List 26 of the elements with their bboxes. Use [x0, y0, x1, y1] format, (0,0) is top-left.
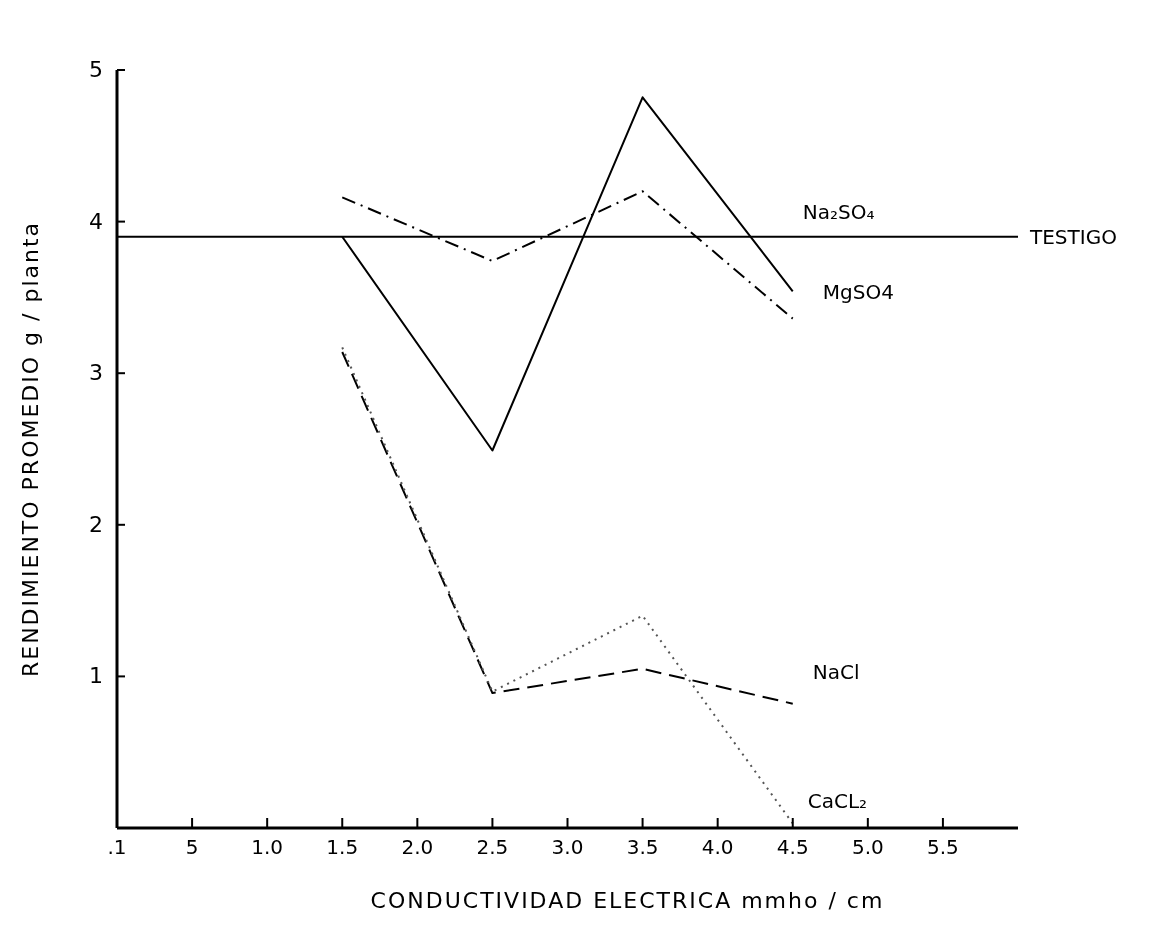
x-tick-label: 5.5: [927, 835, 959, 859]
y-tick-label: 1: [89, 663, 103, 689]
series-label: NaCl: [812, 659, 860, 684]
x-tick-label: 3.0: [551, 835, 584, 859]
y-tick-label: 3: [89, 360, 103, 386]
y-axis-title: RENDIMIENTO PROMEDIO g / planta: [18, 220, 43, 678]
x-axis-title: CONDUCTIVIDAD ELECTRICA mmho / cm: [370, 888, 885, 913]
x-tick-label: 4.0: [701, 835, 734, 859]
x-tick-label: 2.0: [401, 835, 434, 859]
line-series: [341, 346, 794, 825]
x-tick-label: 5.0: [851, 835, 884, 859]
x-tick-label: 4.5: [776, 835, 809, 859]
series-label: MgSO4: [822, 279, 894, 304]
x-tick-label: 2.5: [476, 835, 509, 859]
ref-line-label: TESTIGO: [1029, 224, 1117, 249]
x-tick-label: 1.5: [326, 835, 359, 859]
text: Na₂SO₄: [802, 200, 875, 225]
x-tick-label: .1: [107, 835, 127, 859]
x-tick-label: 1.0: [251, 835, 284, 859]
x-tick-label: 5: [185, 835, 199, 859]
y-tick-label: 2: [89, 511, 103, 537]
series-label: CaCL₂: [807, 789, 868, 814]
y-tick-label: 5: [89, 57, 103, 82]
y-tick-label: 4: [89, 208, 103, 234]
x-tick-label: 3.5: [626, 835, 659, 859]
line-series: [341, 350, 794, 705]
